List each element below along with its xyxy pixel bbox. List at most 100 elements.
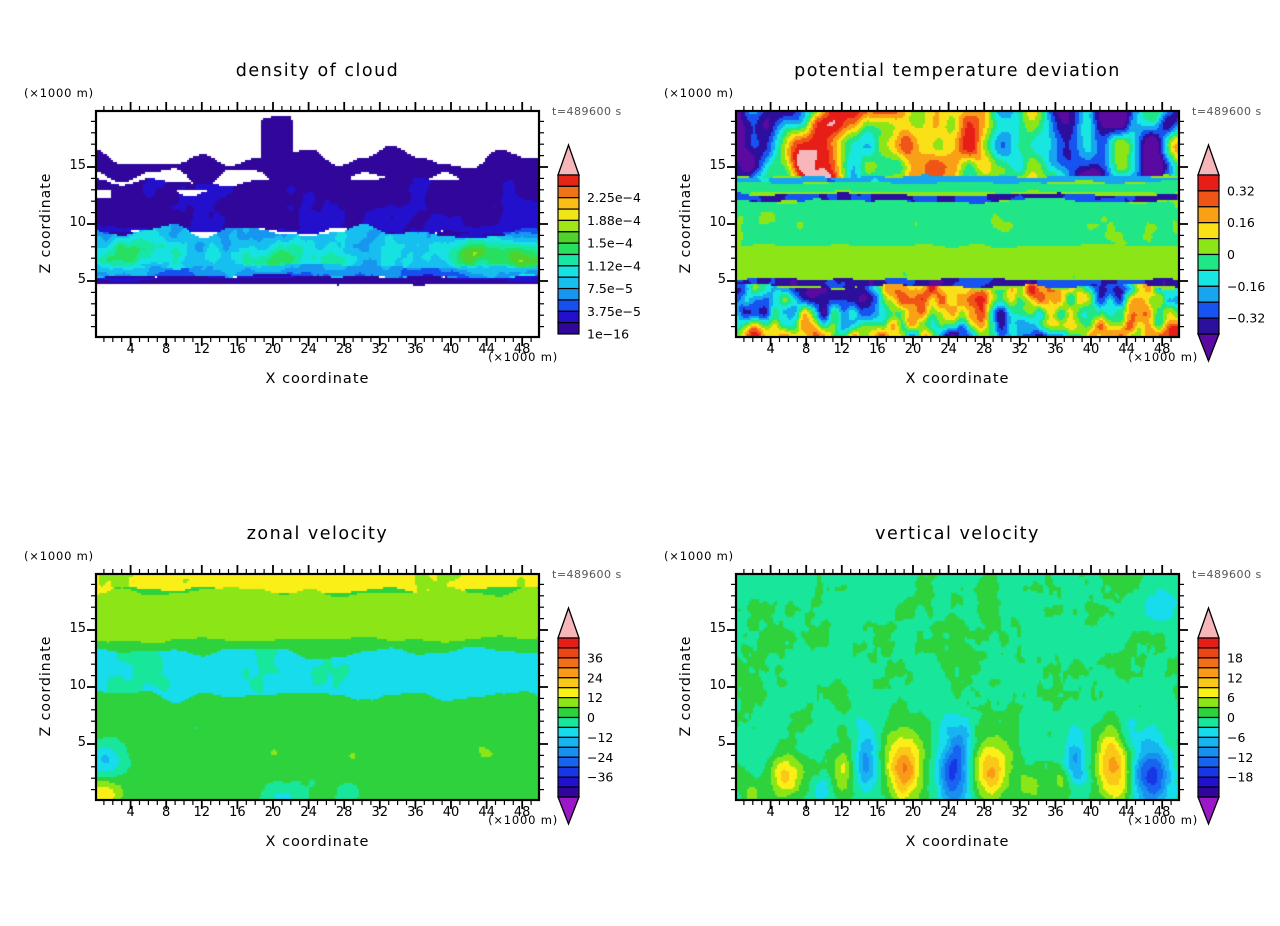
- contour-field-canvas: [95, 110, 540, 338]
- x-tick-label: 40: [1082, 805, 1100, 820]
- z-tick-label: 10: [69, 678, 86, 693]
- colorbar: 18 12 6 0 −6 −12 −18: [1190, 603, 1280, 843]
- z-tick-label: 5: [77, 272, 86, 287]
- x-tick-label: 28: [335, 342, 353, 357]
- x-axis-label: X coordinate: [265, 834, 370, 850]
- z-axis-unit: (×1000 m): [24, 86, 94, 100]
- x-tick-label: 32: [371, 342, 389, 357]
- x-tick-label: 24: [300, 805, 317, 820]
- x-tick-label: 4: [126, 805, 135, 820]
- z-axis-unit: (×1000 m): [24, 549, 94, 563]
- x-axis-label: X coordinate: [905, 834, 1010, 850]
- x-tick-label: 24: [940, 342, 957, 357]
- x-tick-label: 8: [802, 342, 811, 357]
- x-tick-label: 16: [229, 342, 246, 357]
- plot-frame: [727, 102, 1188, 346]
- x-axis-unit: (×1000 m): [488, 350, 558, 364]
- x-tick-label: 48: [513, 805, 531, 820]
- colorbar-tick-label: 18: [1227, 650, 1243, 665]
- colorbar-tick-label: 12: [1227, 670, 1243, 685]
- colorbar-tick-label: 24: [587, 670, 603, 685]
- colorbar-tick-label: −0.16: [1227, 279, 1265, 294]
- time-annotation: t=489600 s: [1192, 568, 1262, 581]
- x-tick-label: 20: [904, 342, 922, 357]
- colorbar-tick-label: −18: [1227, 770, 1253, 785]
- x-tick-label: 12: [833, 342, 851, 357]
- colorbar-tick-label: 6: [1227, 690, 1235, 705]
- x-tick-label: 4: [126, 342, 135, 357]
- plot-frame: [87, 102, 548, 346]
- time-annotation: t=489600 s: [552, 105, 622, 118]
- plot-frame: [87, 565, 548, 809]
- x-tick-label: 40: [442, 805, 460, 820]
- x-tick-label: 4: [766, 342, 775, 357]
- x-tick-label: 28: [975, 342, 993, 357]
- colorbar-tick-label: 0: [587, 710, 595, 725]
- colorbar-tick-label: 1.12e−4: [587, 258, 641, 273]
- z-tick-label: 15: [69, 158, 86, 173]
- x-tick-label: 8: [802, 805, 811, 820]
- panel-title: zonal velocity: [246, 524, 389, 544]
- axes-ticks: [87, 565, 548, 809]
- z-tick-label: 15: [709, 158, 726, 173]
- panel-title: vertical velocity: [875, 524, 1040, 544]
- z-axis-unit: (×1000 m): [664, 549, 734, 563]
- contour-field-canvas: [735, 573, 1180, 801]
- x-tick-label: 20: [904, 805, 922, 820]
- axes-ticks: [727, 565, 1188, 809]
- x-tick-label: 36: [1047, 342, 1064, 357]
- colorbar-tick-label: 0.16: [1227, 215, 1255, 230]
- colorbar-tick-label: 3.75e−5: [587, 304, 641, 319]
- x-tick-label: 36: [1047, 805, 1064, 820]
- z-tick-label: 5: [717, 735, 726, 750]
- x-tick-label: 44: [478, 342, 495, 357]
- x-axis-label: X coordinate: [265, 371, 370, 387]
- colorbar: 2.25e−4 1.88e−4 1.5e−4 1.12e−4 7.5e−5 3.75e−5…: [550, 140, 670, 380]
- x-tick-label: 16: [229, 805, 246, 820]
- x-tick-label: 36: [407, 342, 424, 357]
- x-tick-label: 8: [162, 342, 171, 357]
- colorbar-tick-label: 12: [587, 690, 603, 705]
- x-tick-label: 48: [1153, 342, 1171, 357]
- x-tick-label: 48: [1153, 805, 1171, 820]
- x-tick-label: 36: [407, 805, 424, 820]
- x-axis-unit: (×1000 m): [1128, 350, 1198, 364]
- colorbar-tick-label: −36: [587, 770, 613, 785]
- x-tick-label: 32: [1011, 805, 1029, 820]
- x-tick-label: 40: [442, 342, 460, 357]
- colorbar-tick-label: −6: [1227, 730, 1245, 745]
- panel-potential-temperature-deviation: potential temperature deviation (×1000 m…: [640, 0, 1280, 463]
- colorbar-tick-label: 1.5e−4: [587, 236, 633, 251]
- x-tick-label: 32: [1011, 342, 1029, 357]
- x-tick-label: 8: [162, 805, 171, 820]
- contour-field-canvas: [735, 110, 1180, 338]
- panel-density-of-cloud: density of cloud (×1000 m) Z coordinate …: [0, 0, 641, 463]
- x-tick-label: 28: [975, 805, 993, 820]
- x-tick-label: 40: [1082, 342, 1100, 357]
- colorbar-tick-label: 36: [587, 650, 603, 665]
- x-tick-label: 28: [335, 805, 353, 820]
- z-tick-label: 10: [709, 215, 726, 230]
- x-tick-label: 12: [193, 805, 211, 820]
- x-tick-label: 44: [478, 805, 495, 820]
- z-tick-label: 15: [709, 621, 726, 636]
- colorbar: 36 24 12 0 −12 −24 −36: [550, 603, 670, 843]
- x-tick-label: 24: [300, 342, 317, 357]
- z-tick-label: 15: [69, 621, 86, 636]
- colorbar-tick-label: 7.5e−5: [587, 281, 633, 296]
- z-tick-label: 10: [69, 215, 86, 230]
- x-tick-label: 44: [1118, 342, 1135, 357]
- colorbar-tick-label: −12: [587, 730, 613, 745]
- x-tick-label: 4: [766, 805, 775, 820]
- colorbar-tick-label: 0: [1227, 710, 1235, 725]
- time-annotation: t=489600 s: [552, 568, 622, 581]
- x-axis-unit: (×1000 m): [1128, 813, 1198, 827]
- x-tick-label: 44: [1118, 805, 1135, 820]
- x-axis-unit: (×1000 m): [488, 813, 558, 827]
- z-tick-label: 10: [709, 678, 726, 693]
- panel-title: density of cloud: [235, 61, 400, 81]
- contour-field-canvas: [95, 573, 540, 801]
- colorbar-tick-label: −12: [1227, 750, 1253, 765]
- z-tick-label: 5: [77, 735, 86, 750]
- colorbar-tick-label: 1.88e−4: [587, 213, 641, 228]
